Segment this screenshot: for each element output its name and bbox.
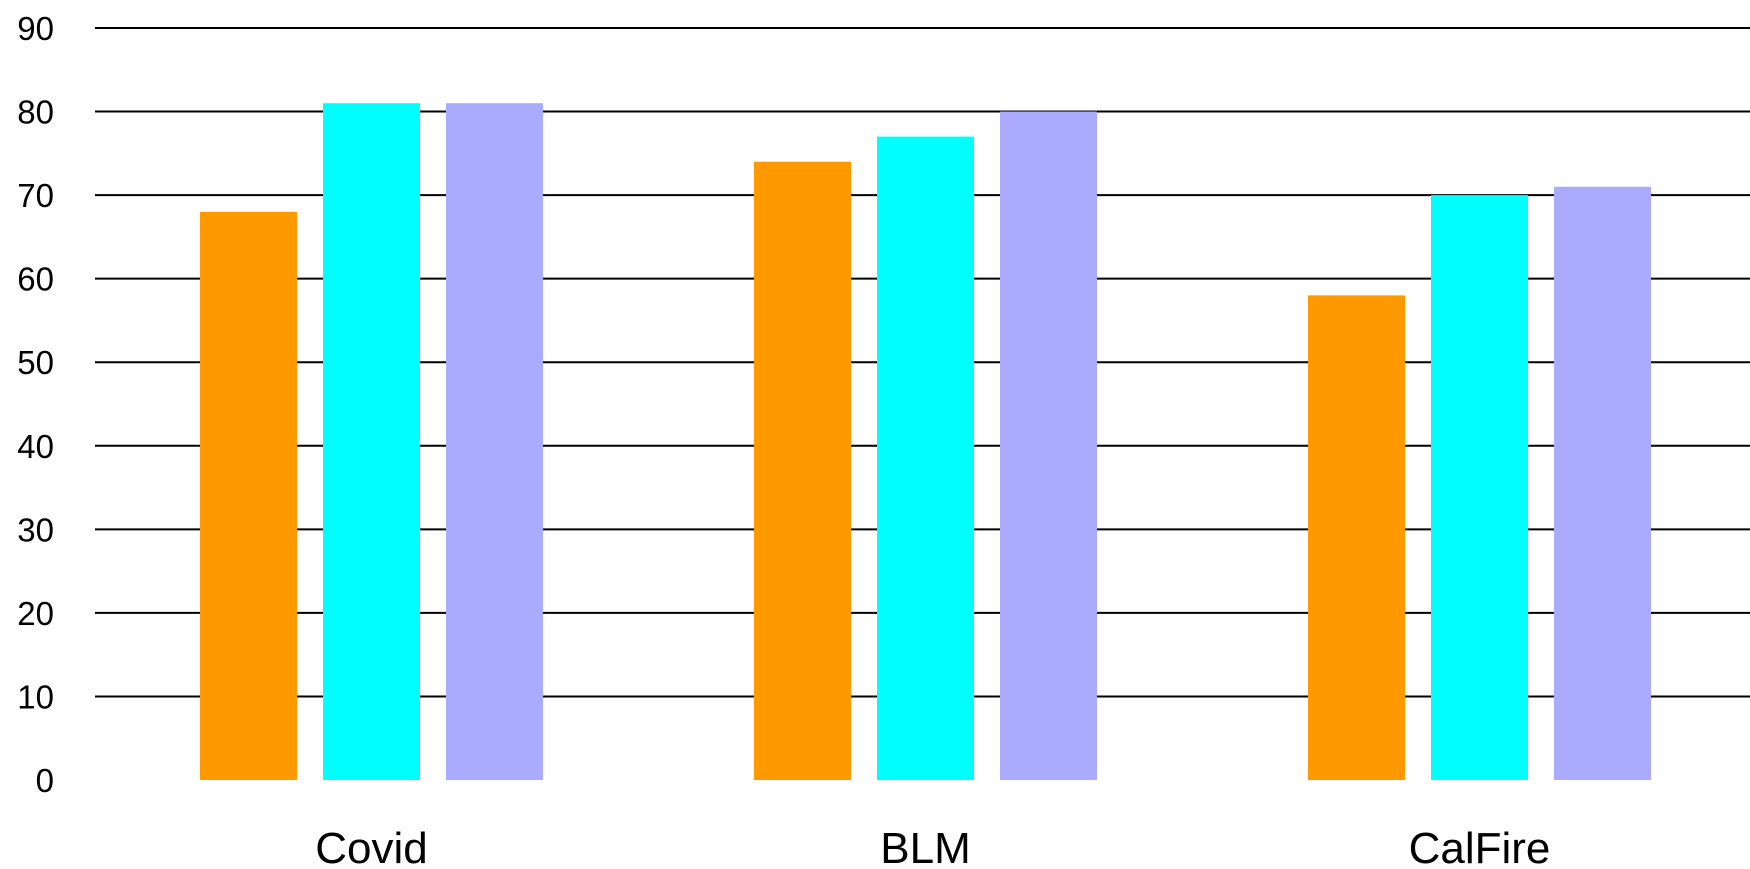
y-tick-label: 80 [17, 94, 54, 131]
y-tick-label: 0 [36, 762, 54, 799]
y-tick-label: 30 [17, 511, 54, 548]
x-axis-category-labels: Covid BLM CalFire [315, 824, 1550, 869]
x-category-label-covid: Covid [315, 824, 428, 869]
bar-blm-series-3 [1000, 111, 1097, 781]
y-tick-label: 50 [17, 344, 54, 381]
bar-covid-series-1 [200, 211, 297, 781]
x-category-label-blm: BLM [880, 824, 970, 869]
x-category-label-calfire: CalFire [1409, 824, 1551, 869]
y-tick-label: 60 [17, 261, 54, 298]
bar-calfire-series-2 [1431, 195, 1528, 781]
bar-covid-series-2 [323, 103, 420, 780]
y-axis-tick-labels: 0 10 20 30 40 50 60 70 80 90 [17, 10, 54, 799]
y-tick-label: 70 [17, 177, 54, 214]
y-tick-label: 10 [17, 678, 54, 715]
y-tick-label: 20 [17, 595, 54, 632]
bar-calfire-series-3 [1554, 186, 1651, 780]
y-tick-label: 40 [17, 428, 54, 465]
bars [200, 103, 1651, 781]
bar-blm-series-1 [754, 161, 851, 780]
bar-covid-series-3 [446, 103, 543, 780]
y-tick-label: 90 [17, 10, 54, 47]
bar-calfire-series-1 [1308, 295, 1405, 780]
bar-blm-series-2 [877, 136, 974, 781]
